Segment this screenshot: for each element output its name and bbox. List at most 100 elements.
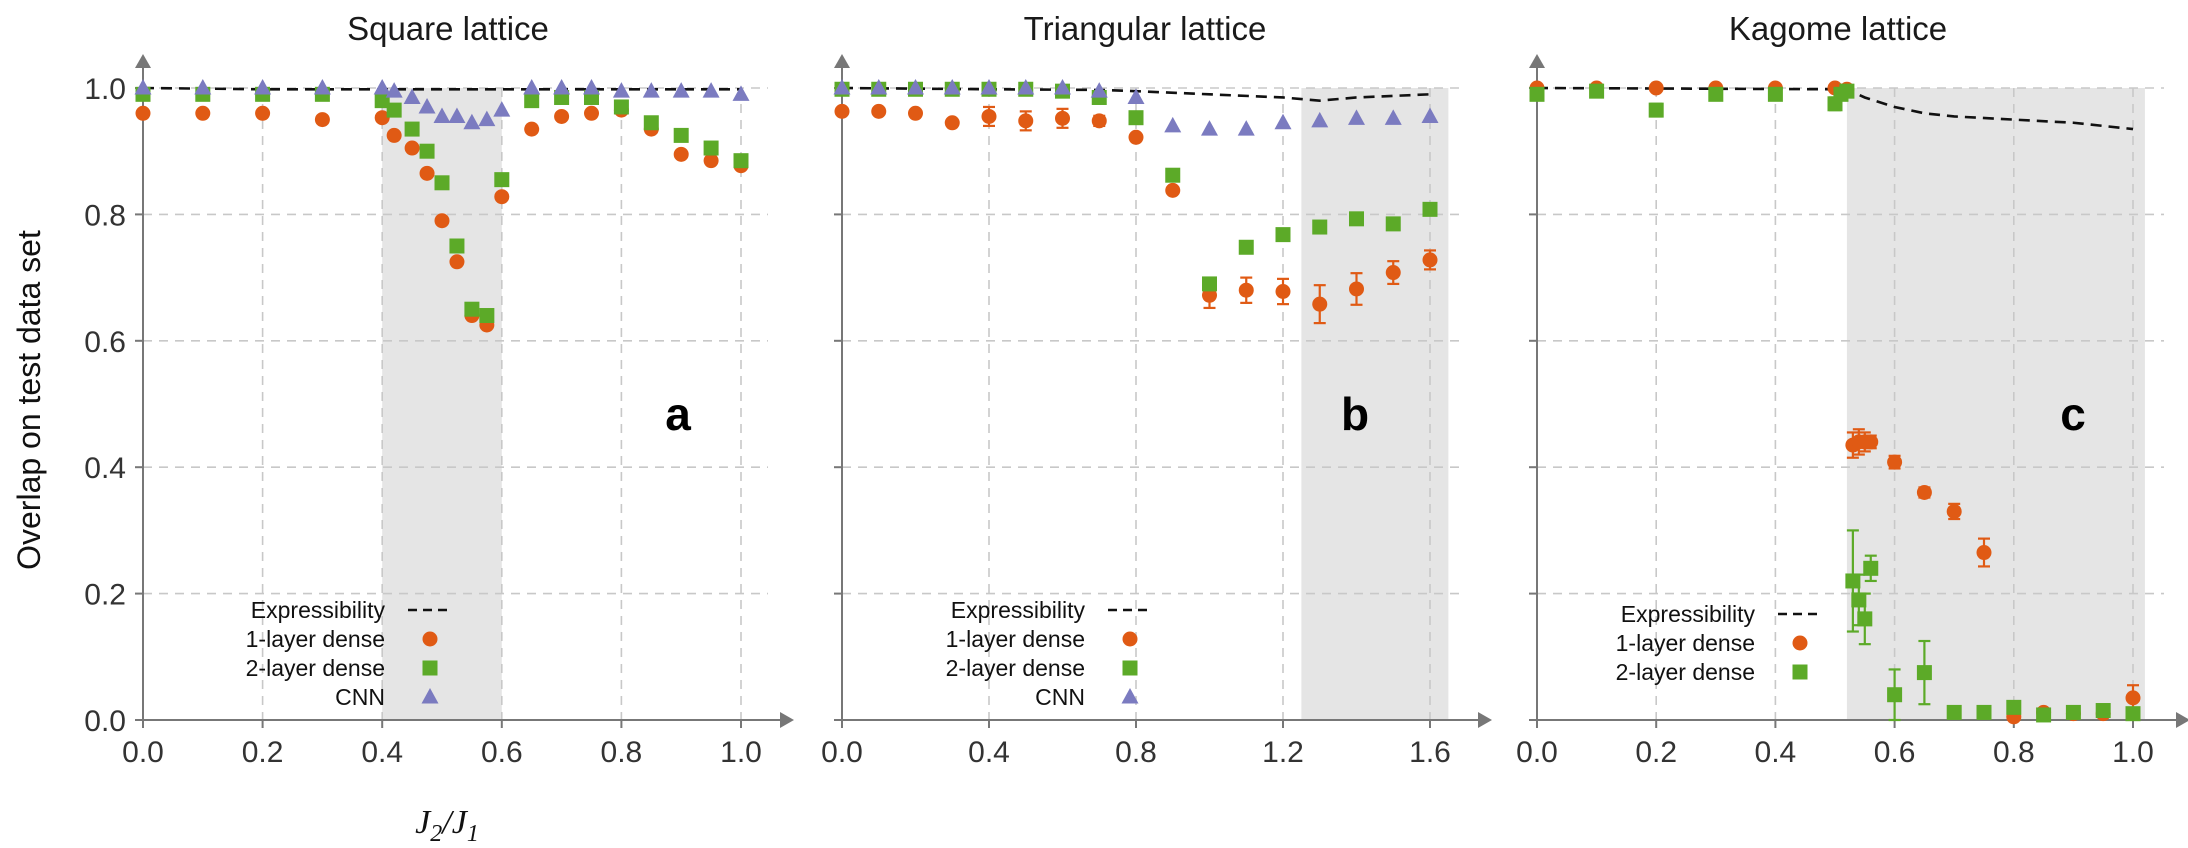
- x-tick-label: 0.2: [242, 736, 284, 769]
- data-point: [494, 172, 510, 188]
- data-point: [1165, 167, 1181, 183]
- legend-marker: [422, 631, 438, 647]
- data-point: [871, 103, 887, 119]
- legend: Expressibility 1-layer dense 2-layer dense: [1616, 601, 1822, 685]
- data-point: [554, 108, 570, 124]
- data-point: [419, 143, 435, 159]
- data-point: [418, 97, 436, 114]
- data-point: [135, 105, 151, 121]
- legend-label: 1-layer dense: [1616, 630, 1755, 656]
- y-axis-arrow: [1529, 54, 1545, 68]
- y-tick-label: 0.8: [84, 199, 126, 232]
- y-axis-arrow: [135, 54, 151, 68]
- data-point: [524, 121, 540, 137]
- data-point: [449, 238, 465, 254]
- data-point: [1946, 503, 1962, 519]
- data-point: [1237, 120, 1255, 136]
- data-point: [1916, 484, 1932, 500]
- data-point: [1164, 116, 1182, 133]
- data-point: [1648, 80, 1664, 96]
- panel-square-lattice: 0.0 0.2 0.4 0.6 0.8 1.0 0.0 0.2 0.4 0.6 0.8 1.0 Squ…: [84, 10, 794, 769]
- data-point: [255, 105, 271, 121]
- data-point: [1348, 109, 1365, 125]
- y-tick-label: 0.0: [84, 705, 126, 738]
- data-point: [1385, 265, 1401, 281]
- data-point: [1946, 704, 1962, 720]
- data-point: [404, 140, 420, 156]
- x-tick-label: 0.4: [968, 736, 1010, 769]
- data-point: [673, 127, 689, 143]
- data-point: [403, 88, 421, 104]
- plot-background: 0.0 0.2 0.4 0.6 0.8 1.0: [1516, 54, 2188, 769]
- data-point: [1916, 665, 1932, 681]
- x-tick-label: 0.0: [122, 736, 164, 769]
- data-point: [732, 85, 750, 101]
- data-point: [672, 82, 690, 98]
- x-tick-label: 0.0: [1516, 736, 1558, 769]
- x-tick-label: 1.0: [2112, 736, 2154, 769]
- x-tick-label: 0.4: [361, 736, 403, 769]
- legend-label: CNN: [335, 684, 385, 710]
- data-point: [1055, 110, 1070, 126]
- data-point: [1851, 592, 1867, 608]
- data-point: [2036, 707, 2052, 723]
- data-point: [2006, 699, 2022, 715]
- x-tick-label: 0.8: [1115, 736, 1157, 769]
- data-point: [1311, 111, 1329, 128]
- plot-background: 0.0 0.4 0.8 1.2 1.6: [821, 54, 1492, 769]
- legend-marker: [422, 660, 438, 676]
- data-point: [464, 301, 480, 317]
- data-point: [981, 108, 997, 124]
- data-point: [1312, 296, 1328, 312]
- panel-title: Kagome lattice: [1729, 10, 1947, 47]
- data-point: [374, 93, 390, 109]
- legend-label: Expressibility: [251, 597, 386, 623]
- data-point: [703, 153, 719, 169]
- data-point: [583, 79, 600, 95]
- data-point: [643, 115, 659, 131]
- data-point: [523, 79, 541, 95]
- data-point: [702, 82, 720, 98]
- panel-kagome-lattice: 0.0 0.2 0.4 0.6 0.8 1.0 Kagome lattice c Expr…: [1516, 10, 2188, 769]
- x-tick-label: 0.0: [821, 736, 863, 769]
- panel-title: Triangular lattice: [1024, 10, 1267, 47]
- legend: Expressibility 1-layer dense 2-layer dense…: [246, 597, 452, 710]
- x-tick-label: 0.4: [1755, 736, 1797, 769]
- data-point: [1887, 454, 1903, 470]
- data-point: [733, 153, 749, 169]
- data-point: [1275, 284, 1291, 300]
- data-point: [374, 110, 390, 126]
- x-tick-label: 0.6: [1874, 736, 1916, 769]
- data-point: [703, 140, 719, 156]
- panel-letter: c: [2060, 388, 2086, 440]
- x-tick-label: 1.0: [720, 736, 762, 769]
- series-cnn: [134, 79, 750, 130]
- data-point: [195, 105, 211, 121]
- data-point: [834, 103, 850, 119]
- legend-label: 2-layer dense: [946, 655, 1085, 681]
- data-point: [1201, 120, 1218, 136]
- legend-label: 2-layer dense: [1616, 659, 1755, 685]
- data-point: [479, 308, 495, 324]
- data-point: [1589, 83, 1605, 99]
- legend-marker: [1122, 660, 1138, 676]
- data-point: [2065, 704, 2081, 720]
- data-point: [980, 79, 998, 95]
- data-point: [1238, 239, 1254, 255]
- data-point: [373, 79, 391, 95]
- x-axis-arrow: [2176, 712, 2188, 728]
- data-point: [1845, 573, 1861, 589]
- data-point: [1349, 281, 1364, 297]
- data-point: [1385, 216, 1401, 232]
- data-point: [943, 79, 961, 95]
- data-point: [1976, 704, 1992, 720]
- data-point: [553, 79, 571, 95]
- legend: Expressibility 1-layer dense 2-layer dense…: [946, 597, 1152, 710]
- panel-letter: b: [1341, 388, 1369, 440]
- legend-marker: [1792, 664, 1808, 680]
- data-point: [907, 79, 924, 95]
- data-point: [419, 165, 435, 181]
- shaded-region: [382, 88, 502, 720]
- data-point: [1857, 611, 1873, 627]
